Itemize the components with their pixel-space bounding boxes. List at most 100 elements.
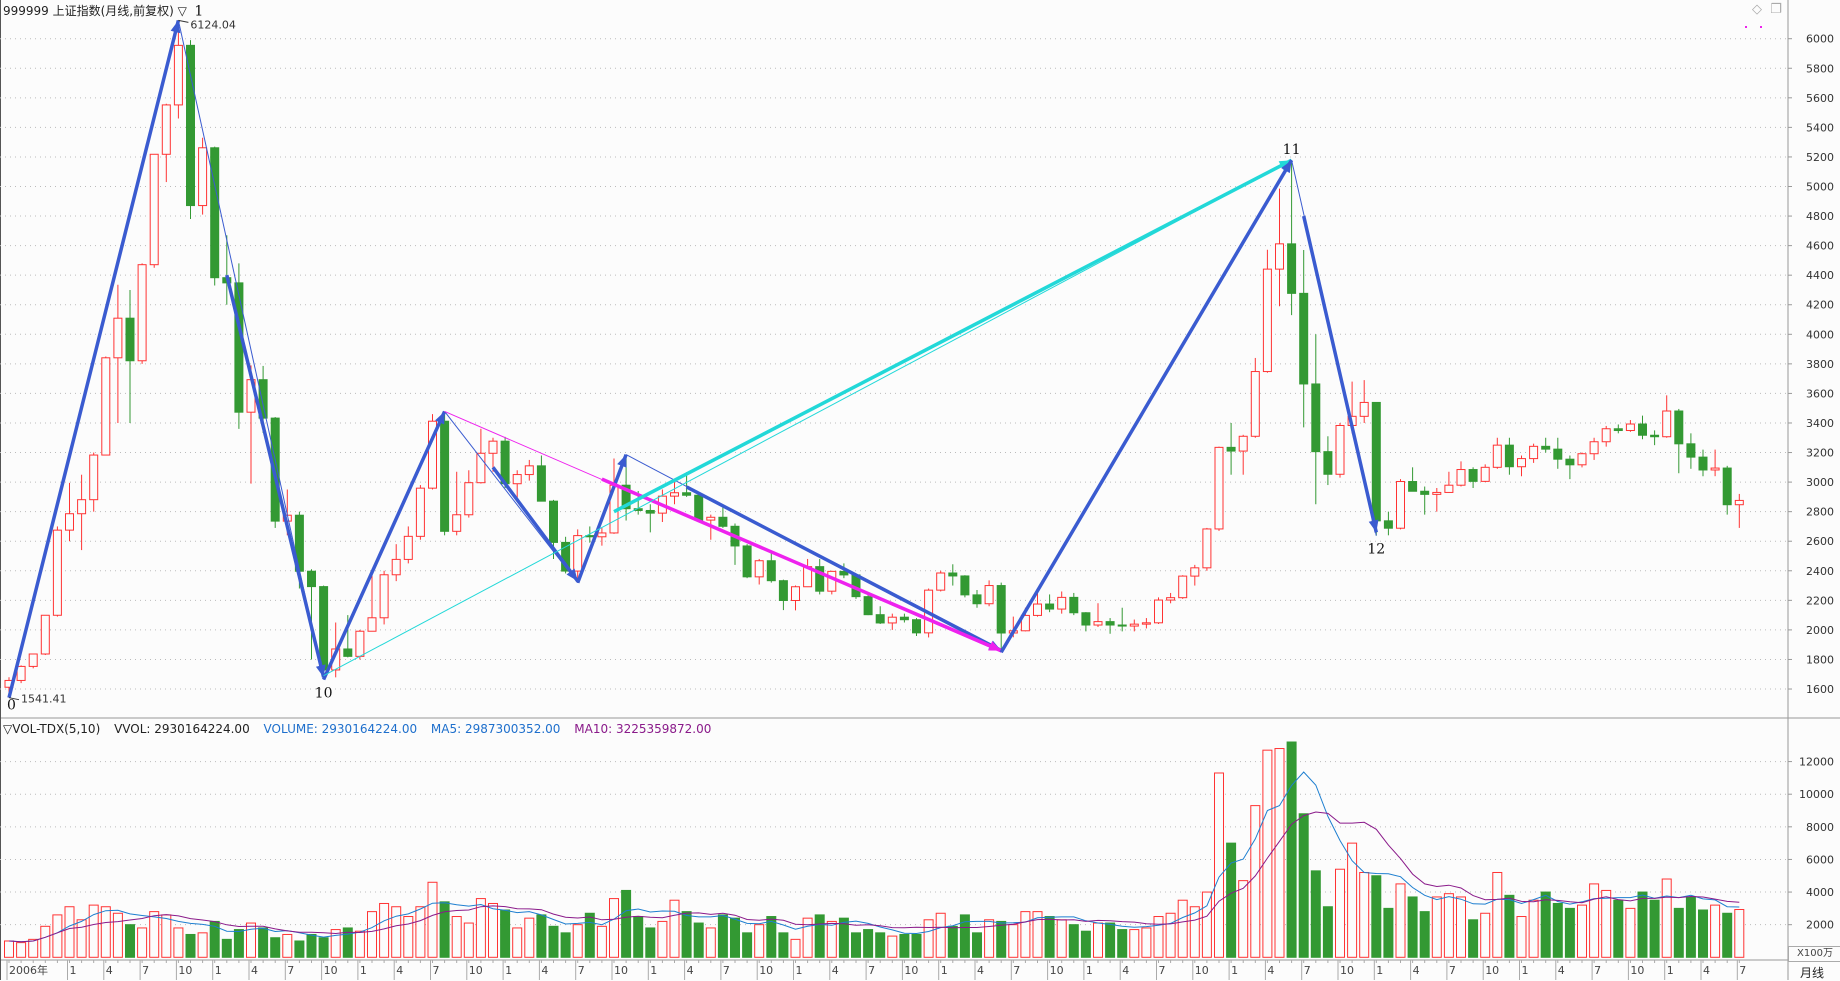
candle: [1383, 511, 1393, 536]
restore-window-icon[interactable]: ❐: [1770, 2, 1782, 17]
time-axis-label: 10: [1485, 964, 1499, 977]
candle-body: [1287, 243, 1297, 294]
candle-body: [1722, 467, 1732, 506]
candle: [1613, 424, 1623, 434]
chart-title-bar: 999999 上证指数(月线,前复权) ▽: [3, 2, 187, 19]
candle: [597, 527, 607, 546]
volume-tick-label: 8000: [1806, 821, 1834, 834]
volume-bar: [439, 901, 450, 958]
candle-body: [1178, 575, 1188, 599]
candle-body: [645, 509, 655, 514]
volume-indicator-name[interactable]: ▽VOL-TDX(5,10): [3, 722, 101, 736]
period-label[interactable]: 月线: [1800, 966, 1825, 980]
vvol-value: VVOL: 2930164224.00: [114, 722, 250, 736]
time-axis-label: 10: [324, 964, 338, 977]
time-axis-label: 7: [1739, 964, 1746, 977]
trend-line-cyan: [613, 158, 1293, 514]
time-axis-label: 1: [941, 964, 948, 977]
volume-bar: [173, 927, 184, 958]
candle: [173, 20, 183, 119]
candle-body: [839, 570, 849, 576]
volume-bar: [693, 922, 704, 958]
trend-line-zigzag_blue: [225, 274, 326, 678]
volume-bar: [1395, 883, 1406, 958]
time-axis-label: 1: [1667, 964, 1674, 977]
title-marker-icon[interactable]: ▽: [177, 4, 187, 18]
candle: [1420, 486, 1430, 515]
candle: [1129, 619, 1139, 632]
candle: [1033, 589, 1042, 617]
candle: [1299, 250, 1309, 428]
candle: [742, 544, 752, 579]
candle-body: [887, 616, 897, 624]
volume-bar: [609, 898, 619, 958]
trend-line-zigzag_blue: [999, 159, 1294, 654]
time-axis-label: 4: [1122, 964, 1129, 977]
candle-body: [766, 560, 776, 582]
volume-bar: [40, 925, 51, 958]
volume-bar: [1008, 924, 1019, 958]
trend-line-zigzag_blue: [491, 466, 580, 583]
candle-body: [960, 575, 970, 596]
volume-bar: [1540, 891, 1551, 958]
candle: [512, 470, 522, 499]
candle-body: [1045, 603, 1055, 610]
volume-bar: [185, 933, 196, 958]
volume-bar: [1456, 896, 1466, 958]
candle-body: [1238, 435, 1248, 452]
candle-body: [1577, 453, 1587, 466]
volume-bar: [972, 932, 982, 958]
volume-bar: [645, 927, 656, 958]
volume-bar: [1492, 871, 1503, 958]
volume-bar: [1274, 748, 1285, 958]
volume-tick-label: 10000: [1799, 788, 1834, 801]
candle-body: [1166, 597, 1176, 601]
volume-bar: [935, 912, 946, 958]
candle-body: [1734, 499, 1744, 506]
volume-bar: [1189, 906, 1200, 958]
candle: [28, 653, 38, 669]
candle-body: [52, 529, 62, 616]
time-axis-label: 4: [1413, 964, 1420, 977]
candle-body: [391, 558, 401, 576]
volume-bar: [258, 927, 269, 958]
volume-bar: [1468, 919, 1479, 958]
chart-title: 999999 上证指数(月线,前复权): [3, 4, 174, 18]
price-tick-label: 4000: [1806, 328, 1834, 341]
volume-bar: [1480, 912, 1491, 958]
candle-body: [125, 317, 135, 362]
volume-bar: [717, 914, 728, 958]
candle: [40, 614, 50, 656]
candle-body: [1529, 445, 1539, 460]
candle: [766, 551, 776, 583]
time-axis-label: 4: [1267, 964, 1274, 977]
candle: [222, 235, 232, 305]
candle-body: [791, 586, 800, 601]
price-extreme-label: 6124.04: [190, 18, 236, 31]
candle: [1359, 380, 1369, 423]
volume-bar: [560, 932, 571, 958]
candle: [948, 564, 958, 586]
candle: [827, 570, 837, 595]
volume-bar: [1516, 916, 1527, 958]
candle-body: [464, 482, 474, 516]
price-tick-label: 2200: [1806, 594, 1834, 607]
volume-bar: [1298, 813, 1309, 958]
candle: [1154, 597, 1163, 624]
volume-bar: [705, 927, 716, 958]
price-tick-label: 4400: [1806, 269, 1834, 282]
volume-bar: [197, 932, 208, 958]
volume-bar: [1577, 904, 1587, 958]
volume-bar: [681, 911, 692, 958]
candle: [1565, 455, 1575, 480]
candle-body: [1420, 490, 1430, 495]
window-controls: ◇ ❐: [1752, 2, 1782, 17]
candle: [1650, 430, 1660, 446]
candle-body: [428, 420, 437, 489]
diamond-icon[interactable]: ◇: [1752, 2, 1762, 17]
volume-bar: [512, 927, 523, 958]
volume-bar: [233, 929, 244, 958]
volume-bar: [367, 911, 377, 958]
volume-bar: [427, 881, 438, 958]
